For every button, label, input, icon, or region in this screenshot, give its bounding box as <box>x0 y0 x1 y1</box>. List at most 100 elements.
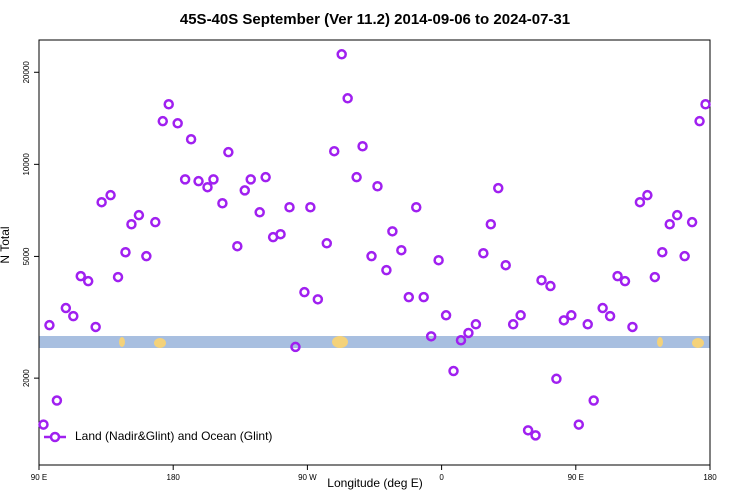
point <box>372 180 383 192</box>
point <box>44 319 55 331</box>
point <box>433 254 444 266</box>
point <box>141 250 152 262</box>
point <box>105 189 116 201</box>
point <box>485 219 497 230</box>
x-tick-label: 90 W <box>298 473 317 482</box>
point <box>500 259 511 271</box>
point <box>299 286 310 298</box>
point <box>597 302 608 314</box>
land-patch <box>657 337 663 347</box>
land-patch <box>692 338 704 348</box>
point <box>75 270 87 282</box>
legend-label: Land (Nadir&Glint) and Ocean (Glint) <box>75 429 272 443</box>
point <box>530 430 541 441</box>
point <box>202 181 213 193</box>
point <box>686 216 698 228</box>
point <box>403 291 415 303</box>
point <box>507 319 519 330</box>
point <box>634 196 646 208</box>
point <box>357 140 368 152</box>
point <box>463 327 474 339</box>
ocean-band <box>39 336 710 348</box>
point <box>619 275 631 287</box>
point <box>566 310 577 321</box>
point <box>112 271 124 283</box>
point <box>536 274 547 286</box>
point <box>217 198 228 209</box>
point <box>126 219 137 230</box>
point <box>411 201 422 213</box>
point <box>649 271 661 283</box>
point <box>193 175 204 187</box>
point <box>700 99 711 110</box>
point <box>179 174 191 185</box>
point <box>133 209 145 221</box>
point <box>185 133 197 145</box>
point <box>522 425 534 436</box>
y-axis-label: N Total <box>0 226 12 263</box>
point <box>290 341 301 353</box>
point <box>351 171 362 183</box>
x-tick-label: 90 E <box>31 473 47 482</box>
point <box>545 280 556 292</box>
point <box>366 250 377 262</box>
point <box>627 321 638 333</box>
point <box>305 201 316 213</box>
point <box>51 395 63 406</box>
point <box>328 145 340 157</box>
point <box>588 395 599 406</box>
point <box>448 365 459 377</box>
point <box>573 419 585 430</box>
point <box>551 373 562 385</box>
point <box>381 264 392 276</box>
point <box>664 219 675 230</box>
point <box>96 196 107 208</box>
y-tick-label: 10000 <box>22 153 31 176</box>
point <box>612 270 623 282</box>
point <box>245 174 256 185</box>
point <box>679 250 690 262</box>
point <box>254 207 265 218</box>
point <box>163 99 174 110</box>
point <box>478 248 489 259</box>
x-tick-label: 180 <box>167 473 181 482</box>
land-patch <box>332 336 348 348</box>
point <box>82 275 94 287</box>
map-strip <box>39 336 710 348</box>
point <box>157 115 169 127</box>
point <box>582 319 593 330</box>
point <box>694 115 705 127</box>
point <box>493 182 504 194</box>
point <box>671 209 683 221</box>
series <box>38 49 711 441</box>
point <box>120 246 131 258</box>
point <box>425 331 437 342</box>
point <box>470 319 482 330</box>
point <box>239 185 251 196</box>
point <box>657 246 668 258</box>
y-tick-label: 20000 <box>22 61 31 84</box>
point <box>418 291 429 303</box>
y-tick-label: 2000 <box>22 369 31 387</box>
point <box>90 321 101 333</box>
point <box>172 118 183 129</box>
point <box>260 171 271 183</box>
x-tick-label: 90 E <box>568 473 584 482</box>
x-tick-label: 0 <box>439 473 444 482</box>
point <box>604 310 616 322</box>
chart-title: 45S-40S September (Ver 11.2) 2014-09-06 … <box>180 11 570 28</box>
point <box>284 201 295 213</box>
point <box>38 419 49 430</box>
land-patch <box>154 338 166 348</box>
point <box>515 310 526 321</box>
point <box>558 315 570 326</box>
point <box>455 335 467 346</box>
point <box>232 240 243 252</box>
point <box>208 174 219 185</box>
point <box>275 228 286 240</box>
legend-marker <box>49 431 61 443</box>
land-patch <box>119 337 125 347</box>
point <box>396 244 407 256</box>
